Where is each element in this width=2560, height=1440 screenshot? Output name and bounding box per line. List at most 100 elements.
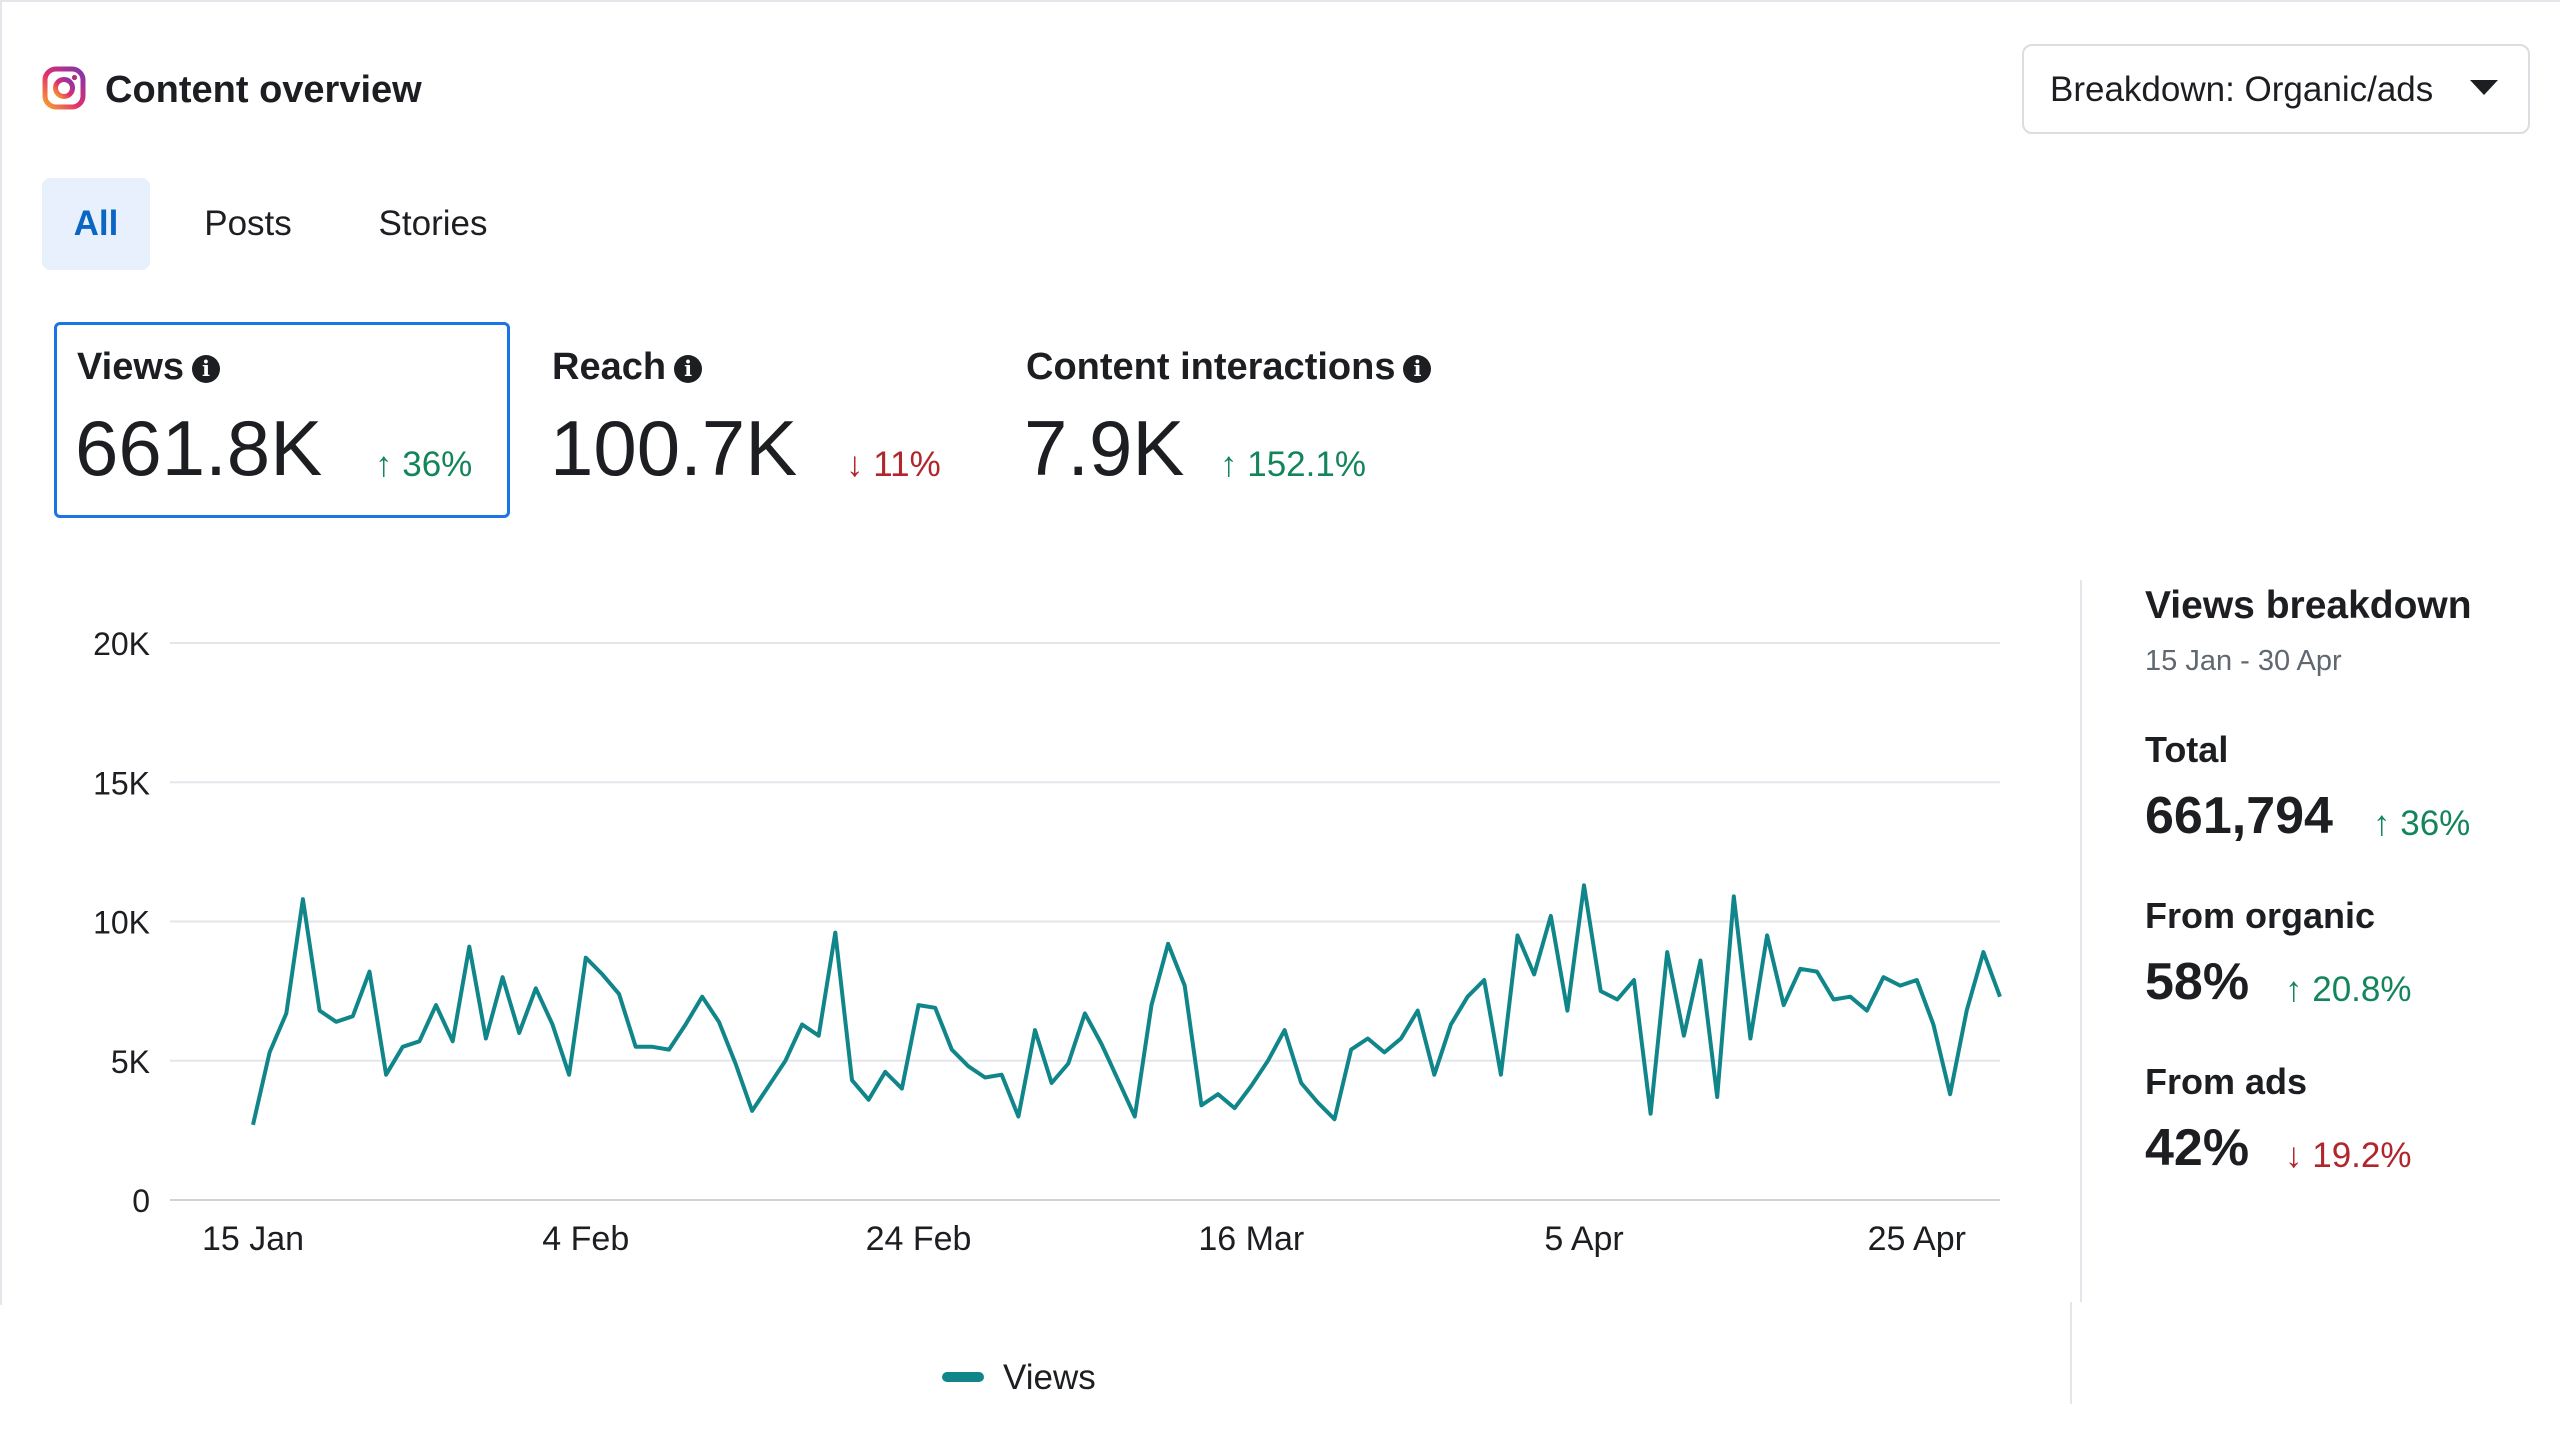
data-point[interactable] [1478, 974, 1490, 986]
data-point[interactable] [1811, 966, 1823, 978]
data-point[interactable] [829, 927, 841, 939]
data-point[interactable] [447, 1035, 459, 1047]
data-point[interactable] [413, 1035, 425, 1047]
data-point[interactable] [1994, 991, 2006, 1003]
data-point[interactable] [646, 1041, 658, 1053]
data-point[interactable] [696, 991, 708, 1003]
data-point[interactable] [962, 1060, 974, 1072]
info-icon[interactable]: i [192, 355, 221, 383]
data-point[interactable] [946, 1044, 958, 1056]
data-point[interactable] [1245, 1080, 1257, 1092]
data-point[interactable] [480, 1032, 492, 1044]
data-point[interactable] [397, 1041, 409, 1053]
data-point[interactable] [1046, 1077, 1058, 1089]
data-point[interactable] [1711, 1091, 1723, 1103]
data-point[interactable] [1844, 991, 1856, 1003]
data-point[interactable] [1279, 1024, 1291, 1036]
data-point[interactable] [280, 1007, 292, 1019]
metric-card-views[interactable]: Views i 661.8K ↑ 36% [54, 322, 510, 518]
data-point[interactable] [1096, 1038, 1108, 1050]
data-point[interactable] [1312, 1097, 1324, 1109]
data-point[interactable] [1695, 954, 1707, 966]
data-point[interactable] [779, 1055, 791, 1067]
data-point[interactable] [1744, 1032, 1756, 1044]
data-point[interactable] [1029, 1024, 1041, 1036]
data-point[interactable] [247, 1119, 259, 1131]
data-point[interactable] [1295, 1077, 1307, 1089]
data-point[interactable] [1129, 1110, 1141, 1122]
data-point[interactable] [1495, 1069, 1507, 1081]
data-point[interactable] [763, 1080, 775, 1092]
data-point[interactable] [563, 1069, 575, 1081]
data-point[interactable] [1012, 1110, 1024, 1122]
data-point[interactable] [1145, 999, 1157, 1011]
data-point[interactable] [1944, 1088, 1956, 1100]
data-point[interactable] [1661, 946, 1673, 958]
data-point[interactable] [530, 982, 542, 994]
data-point[interactable] [1445, 1019, 1457, 1031]
data-point[interactable] [996, 1069, 1008, 1081]
data-point[interactable] [363, 966, 375, 978]
data-point[interactable] [1511, 929, 1523, 941]
data-point[interactable] [1545, 910, 1557, 922]
data-point[interactable] [929, 1002, 941, 1014]
data-point[interactable] [630, 1041, 642, 1053]
data-point[interactable] [1112, 1074, 1124, 1086]
data-point[interactable] [1561, 1005, 1573, 1017]
data-point[interactable] [796, 1019, 808, 1031]
data-point[interactable] [1195, 1099, 1207, 1111]
data-point[interactable] [1927, 1019, 1939, 1031]
data-point[interactable] [979, 1071, 991, 1083]
info-icon[interactable]: i [674, 355, 703, 383]
data-point[interactable] [1794, 963, 1806, 975]
data-point[interactable] [863, 1094, 875, 1106]
data-point[interactable] [297, 893, 309, 905]
data-point[interactable] [1328, 1113, 1340, 1125]
data-point[interactable] [497, 971, 509, 983]
data-point[interactable] [430, 999, 442, 1011]
data-point[interactable] [1894, 980, 1906, 992]
data-point[interactable] [1362, 1032, 1374, 1044]
data-point[interactable] [680, 1019, 692, 1031]
data-point[interactable] [1761, 929, 1773, 941]
data-point[interactable] [1645, 1108, 1657, 1120]
data-point[interactable] [596, 968, 608, 980]
data-point[interactable] [1079, 1007, 1091, 1019]
data-point[interactable] [347, 1010, 359, 1022]
data-point[interactable] [1395, 1032, 1407, 1044]
data-point[interactable] [1628, 974, 1640, 986]
data-point[interactable] [1229, 1102, 1241, 1114]
data-point[interactable] [1262, 1055, 1274, 1067]
data-point[interactable] [1062, 1058, 1074, 1070]
series-line-views[interactable] [251, 883, 2002, 1126]
tab-stories[interactable]: Stories [378, 204, 488, 243]
metric-card-reach[interactable]: Reach i 100.7K ↓ 11% [532, 322, 1002, 518]
tab-posts[interactable]: Posts [204, 204, 292, 243]
data-point[interactable] [663, 1044, 675, 1056]
data-point[interactable] [1595, 985, 1607, 997]
data-point[interactable] [813, 1030, 825, 1042]
data-point[interactable] [879, 1066, 891, 1078]
data-point[interactable] [730, 1058, 742, 1070]
data-point[interactable] [546, 1019, 558, 1031]
data-point[interactable] [1462, 991, 1474, 1003]
data-point[interactable] [463, 941, 475, 953]
data-point[interactable] [1911, 974, 1923, 986]
data-point[interactable] [380, 1069, 392, 1081]
data-point[interactable] [1961, 1005, 1973, 1017]
data-point[interactable] [1428, 1069, 1440, 1081]
data-point[interactable] [314, 1005, 326, 1017]
data-point[interactable] [613, 988, 625, 1000]
data-point[interactable] [1878, 971, 1890, 983]
data-point[interactable] [746, 1105, 758, 1117]
data-point[interactable] [1778, 999, 1790, 1011]
data-point[interactable] [264, 1046, 276, 1058]
data-point[interactable] [913, 999, 925, 1011]
data-point[interactable] [1528, 968, 1540, 980]
tab-all[interactable]: All [42, 178, 150, 270]
data-point[interactable] [513, 1027, 525, 1039]
data-point[interactable] [713, 1016, 725, 1028]
metric-card-content-interactions[interactable]: Content interactions i 7.9K ↑ 152.1% [1006, 322, 1566, 518]
data-point[interactable] [1162, 938, 1174, 950]
data-point[interactable] [1378, 1046, 1390, 1058]
